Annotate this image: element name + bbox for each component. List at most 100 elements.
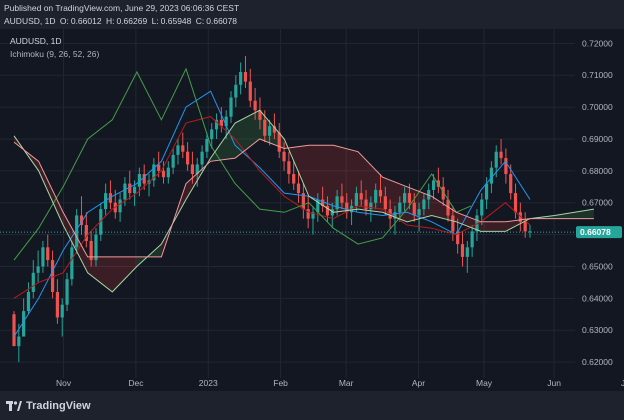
time-tick-label: Jun — [547, 378, 561, 388]
last-price-label: 0.66078 — [580, 227, 611, 237]
candle-body — [157, 164, 161, 171]
candle-body — [292, 174, 296, 184]
ichimoku-cloud-segment — [431, 196, 457, 222]
candle-body — [84, 225, 88, 241]
candle-body — [239, 72, 243, 85]
candle-body — [431, 180, 436, 190]
candle-body — [176, 145, 180, 155]
candle-body — [166, 167, 170, 178]
ichimoku-cloud-segment — [87, 256, 113, 292]
candle-body — [219, 119, 223, 127]
candle-body — [480, 199, 484, 216]
candle-body — [340, 196, 344, 203]
tradingview-logo-icon — [6, 401, 22, 411]
candle-body — [282, 151, 286, 162]
legend-symbol: AUDUSD, 1D — [10, 36, 62, 46]
candle-body — [210, 129, 214, 139]
candle-body — [456, 231, 460, 245]
high-value: 0.66269 — [116, 16, 148, 26]
candle-body — [460, 244, 465, 257]
tradingview-brand[interactable]: TradingView — [6, 400, 91, 412]
price-chart[interactable]: 0.72000 0.71000 0.70000 0.69000 0.68000 0.670… — [0, 29, 624, 391]
ohlc-readout: AUDUSD, 1D O: 0.66012 H: 0.66269 L: 0.65948… — [4, 16, 239, 26]
candle-body — [70, 247, 74, 280]
candle-body — [311, 212, 315, 219]
candle-body — [161, 170, 166, 178]
open-label: O: — [59, 16, 69, 26]
candle-body — [417, 209, 421, 216]
candle-body — [248, 81, 252, 101]
candle-body — [383, 196, 387, 210]
time-tick-label: Apr — [412, 378, 425, 388]
footer-bar — [0, 391, 624, 420]
candle-body — [229, 97, 233, 117]
candle-body — [214, 119, 219, 130]
candle-body — [504, 158, 508, 175]
candle-body — [36, 266, 40, 273]
candle-body — [306, 209, 310, 219]
candle-body — [65, 279, 69, 305]
price-tick-label: 0.69000 — [582, 134, 613, 144]
candle-body — [321, 199, 325, 206]
candle-body — [205, 138, 209, 152]
close-label: C: — [195, 16, 205, 26]
candle-body — [22, 311, 26, 337]
candle-body — [17, 336, 21, 347]
low-value: 0.65948 — [160, 16, 192, 26]
candle-body — [181, 145, 185, 152]
candle-body — [123, 183, 127, 200]
price-tick-label: 0.67000 — [582, 198, 613, 208]
ichimoku-cloud-segment — [235, 110, 260, 159]
candle-body — [489, 167, 494, 184]
ichimoku-cloud-segment — [480, 221, 506, 232]
low-label: L: — [151, 16, 159, 26]
candle-body — [31, 272, 35, 292]
candle-body — [46, 247, 50, 261]
chikou-line — [13, 67, 472, 261]
candle-body — [513, 193, 518, 213]
candle-body — [484, 183, 489, 200]
price-tick-label: 0.63000 — [582, 325, 613, 335]
candle-body — [224, 116, 228, 127]
price-tick-label: 0.70000 — [582, 102, 613, 112]
candle-body — [364, 199, 368, 210]
candle-body — [325, 205, 330, 216]
close-value: 0.66078 — [206, 16, 237, 26]
candle-body — [441, 186, 445, 200]
senkou-a-line — [13, 109, 594, 293]
candle-body — [422, 199, 426, 210]
symbol-timeframe: AUDUSD, 1D — [4, 16, 56, 26]
candle-body — [316, 199, 320, 213]
time-tick-label: Mar — [339, 378, 354, 388]
ichimoku-cloud-segment — [333, 145, 358, 213]
ichimoku-cloud-segment — [456, 212, 481, 232]
candle-body — [12, 314, 16, 347]
candle-body — [369, 202, 373, 210]
candle-body — [374, 189, 378, 203]
candle-body — [55, 291, 60, 318]
legend-indicator[interactable]: Ichimoku (9, 26, 52, 26) — [10, 49, 100, 59]
candle-body — [378, 189, 383, 197]
candle-body — [523, 221, 527, 232]
candle-body — [41, 247, 45, 267]
high-label: H: — [105, 16, 115, 26]
open-value: 0.66012 — [70, 16, 102, 26]
ichimoku-cloud-segment — [308, 145, 334, 213]
candle-body — [94, 234, 98, 261]
candle-body — [234, 84, 238, 98]
candle-body — [354, 193, 358, 206]
candle-body — [253, 100, 257, 111]
candle-body — [509, 174, 513, 194]
candle-body — [398, 202, 402, 213]
candle-body — [335, 196, 339, 210]
ichimoku-cloud-segment — [38, 161, 64, 226]
candle-body — [528, 231, 532, 233]
candle-body — [243, 72, 248, 82]
candle-body — [407, 193, 412, 203]
candle-body — [75, 215, 79, 248]
price-tick-label: 0.65000 — [582, 261, 613, 271]
candle-body — [79, 215, 84, 226]
candle-body — [152, 164, 156, 181]
candle-body — [26, 291, 31, 312]
time-tick-label: Jul — [621, 378, 624, 388]
